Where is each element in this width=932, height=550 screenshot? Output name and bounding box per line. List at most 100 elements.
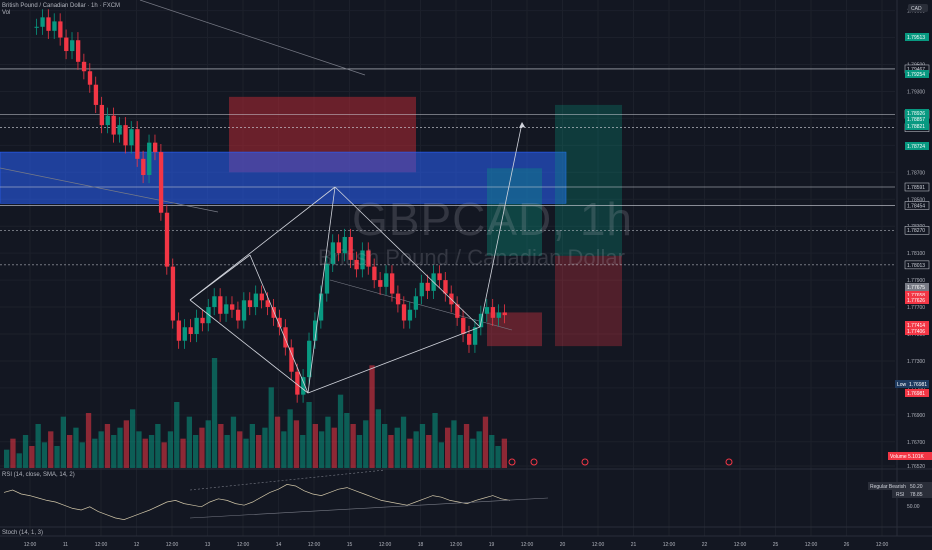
projection-arrowhead bbox=[519, 122, 525, 128]
volume-bar bbox=[199, 427, 205, 468]
symbol-header[interactable]: British Pound / Canadian Dollar · 1h · F… bbox=[2, 3, 121, 9]
axis-badge bbox=[895, 380, 929, 388]
volume-bar bbox=[281, 431, 287, 468]
volume-bar bbox=[4, 449, 10, 468]
volume-bar bbox=[325, 416, 331, 468]
volume-bar bbox=[287, 409, 293, 468]
volume-bar bbox=[136, 431, 142, 468]
zone-long-target-2 bbox=[555, 104, 622, 256]
rsi-pane-label[interactable]: RSI (14, close, SMA, 14, 2) bbox=[2, 472, 75, 478]
candle-body bbox=[265, 300, 270, 308]
price-tick-label: 1.77100 bbox=[907, 386, 925, 392]
trendline-upper bbox=[139, 0, 366, 76]
volume-bar bbox=[22, 435, 29, 468]
volume-bar bbox=[211, 358, 218, 468]
axis-badge bbox=[905, 33, 929, 41]
volume-bar bbox=[224, 435, 230, 468]
volume-bar bbox=[117, 427, 123, 468]
candle-body bbox=[455, 304, 460, 318]
axis-badge-label: 1.76981 bbox=[907, 391, 925, 397]
volume-bar bbox=[41, 442, 48, 468]
currency-badge-label: CAD bbox=[911, 6, 922, 12]
axis-badge-label: 1.79254 bbox=[907, 72, 925, 78]
time-tick-label: 12:00 bbox=[521, 542, 534, 548]
volume-bar bbox=[476, 431, 482, 468]
axis-badge bbox=[905, 296, 929, 304]
candle-body bbox=[75, 40, 81, 62]
volume-bar bbox=[130, 409, 136, 468]
candle-body bbox=[235, 309, 241, 321]
volume-bar bbox=[54, 446, 60, 468]
candle-body bbox=[259, 293, 264, 301]
candle-body bbox=[58, 21, 63, 38]
trendline-lower bbox=[0, 167, 219, 213]
candle-body bbox=[360, 250, 365, 270]
axis-badge-label: 1.77414 bbox=[907, 323, 925, 329]
volume-bar bbox=[73, 427, 79, 468]
candle-body bbox=[330, 242, 336, 264]
rsi-badge-bearish-label: 50.20 bbox=[910, 484, 923, 490]
stoch-pane-label[interactable]: Stoch (14, 1, 3) bbox=[2, 530, 44, 536]
candle-body bbox=[277, 317, 282, 328]
time-tick-label: 12:00 bbox=[166, 542, 179, 548]
event-marker-icon bbox=[508, 458, 516, 466]
volume-bar bbox=[445, 427, 451, 468]
time-tick-label: 12:00 bbox=[308, 542, 321, 548]
volume-bar bbox=[79, 442, 85, 468]
candle-body bbox=[212, 296, 217, 308]
event-marker-icon bbox=[581, 458, 589, 466]
price-tick-label: 1.78100 bbox=[907, 251, 925, 257]
candle-body bbox=[123, 125, 128, 146]
volume-bar bbox=[268, 387, 274, 468]
candle-body bbox=[188, 327, 193, 334]
event-marker-icon bbox=[725, 458, 733, 466]
volume-bar bbox=[501, 438, 507, 468]
volume-bar bbox=[495, 446, 501, 468]
level-badge-label: 1.78454 bbox=[907, 203, 925, 209]
volume-bar bbox=[180, 438, 186, 468]
volume-bar bbox=[10, 438, 16, 468]
rsi-badge-bearish-prefix: Regular Bearish bbox=[870, 484, 906, 490]
level-badge bbox=[904, 182, 930, 192]
candle-body bbox=[87, 71, 93, 85]
volume-bar bbox=[262, 427, 268, 468]
zone-long-target-1 bbox=[487, 168, 542, 256]
candle-body bbox=[247, 300, 253, 308]
time-tick-label: 12:00 bbox=[663, 542, 676, 548]
price-tick-label: 1.76700 bbox=[907, 440, 925, 446]
time-tick-label: 13 bbox=[205, 542, 211, 548]
volume-bar bbox=[482, 416, 489, 468]
volume-badge bbox=[888, 452, 932, 460]
axis-badge bbox=[905, 283, 929, 291]
axis-badge-label: 1.78724 bbox=[907, 144, 925, 150]
candle-body bbox=[40, 17, 45, 27]
rsi-badge-value bbox=[892, 490, 932, 498]
volume-bar bbox=[104, 424, 111, 468]
watermark-ticker: GBPCAD, 1h bbox=[352, 193, 633, 245]
volume-bar bbox=[432, 413, 438, 468]
volume-bar bbox=[237, 431, 243, 468]
volume-bar bbox=[369, 365, 375, 468]
volume-bar bbox=[293, 420, 300, 468]
candle-body bbox=[81, 61, 87, 72]
volume-bar bbox=[60, 416, 66, 468]
candle-body bbox=[271, 307, 276, 318]
volume-badge-prefix: Volume bbox=[890, 454, 907, 460]
time-tick-label: 15 bbox=[347, 542, 353, 548]
volume-bar bbox=[394, 427, 400, 468]
volume-bar bbox=[451, 420, 457, 468]
volume-bar bbox=[230, 416, 237, 468]
candle-body bbox=[425, 282, 430, 291]
volume-bar bbox=[243, 438, 249, 468]
candle-body bbox=[384, 273, 389, 287]
time-tick-label: 12:00 bbox=[876, 542, 889, 548]
level-badge-label: 1.78270 bbox=[907, 228, 925, 234]
candle-body bbox=[443, 280, 448, 294]
candle-body bbox=[419, 282, 424, 297]
pattern-line bbox=[334, 186, 481, 328]
zone-stop-2 bbox=[555, 255, 622, 347]
candle-body bbox=[348, 236, 353, 260]
axis-badge bbox=[905, 389, 929, 397]
rsi-divergence-line bbox=[189, 497, 549, 519]
